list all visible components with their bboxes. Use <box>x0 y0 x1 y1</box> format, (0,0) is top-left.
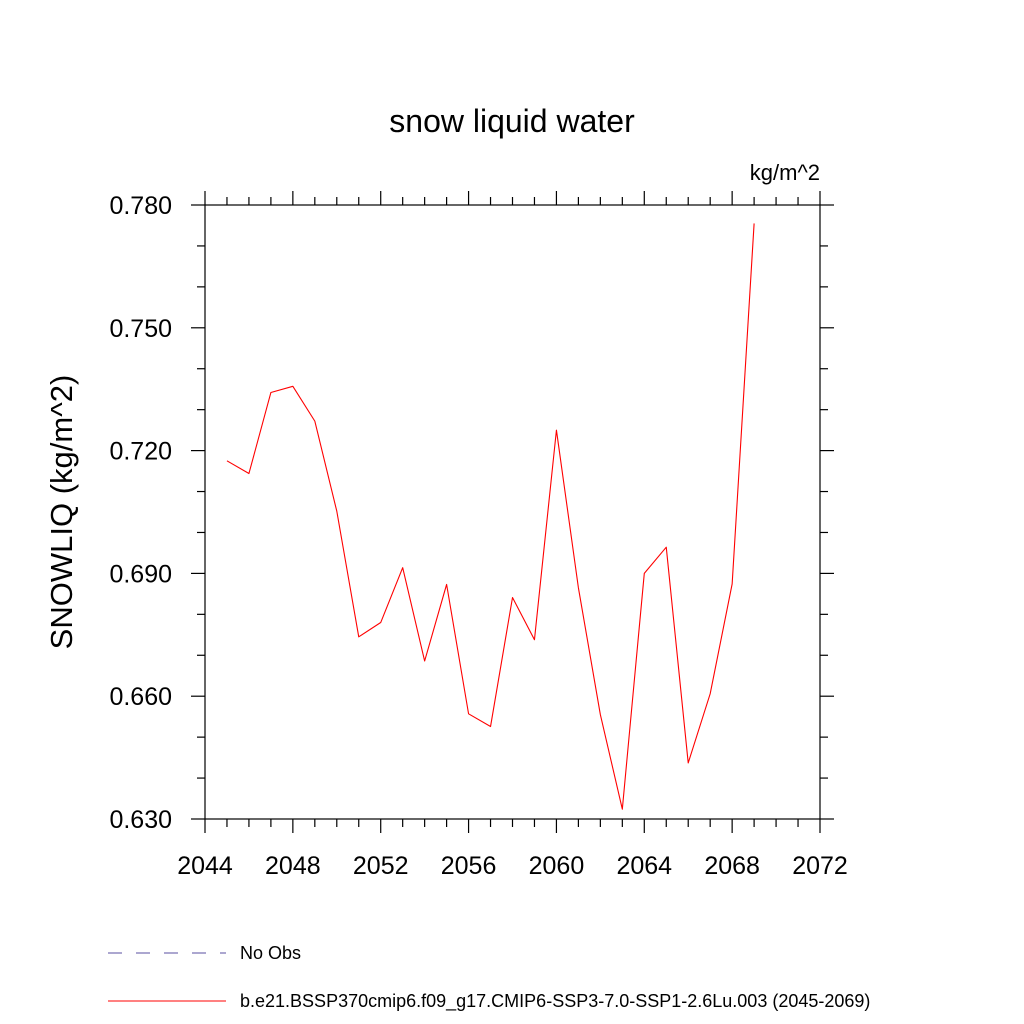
x-axis-ticks <box>204 191 821 833</box>
x-tick-label: 2048 <box>265 852 321 880</box>
y-tick-label: 0.720 <box>109 438 172 466</box>
y-axis-label: SNOWLIQ (kg/m^2) <box>44 375 79 650</box>
series-layer <box>226 223 755 810</box>
chart-title: snow liquid water <box>389 103 635 139</box>
x-tick-label: 2060 <box>529 852 585 880</box>
y-tick-label: 0.690 <box>109 560 172 588</box>
x-tick-label: 2064 <box>616 852 672 880</box>
plot-frame <box>204 204 821 820</box>
y-axis-ticks <box>191 204 834 820</box>
legend: No Obs b.e21.BSSP370cmip6.f09_g17.CMIP6-… <box>108 943 870 1012</box>
y-tick-label: 0.750 <box>109 315 172 343</box>
series-line <box>226 223 755 810</box>
legend-label-no-obs: No Obs <box>240 943 301 963</box>
y-tick-label: 0.630 <box>109 806 172 834</box>
x-tick-label: 2072 <box>792 852 848 880</box>
legend-label-model: b.e21.BSSP370cmip6.f09_g17.CMIP6-SSP3-7.… <box>240 991 870 1012</box>
y-axis-tick-labels: 0.630 0.660 0.690 0.720 0.750 0.780 <box>109 192 172 834</box>
x-tick-label: 2068 <box>704 852 760 880</box>
x-tick-label: 2052 <box>353 852 409 880</box>
y-tick-label: 0.780 <box>109 192 172 220</box>
y-tick-label: 0.660 <box>109 683 172 711</box>
x-tick-label: 2056 <box>441 852 497 880</box>
x-axis-tick-labels: 2044 2048 2052 2056 2060 2064 2068 2072 <box>177 852 848 880</box>
x-tick-label: 2044 <box>177 852 233 880</box>
units-label: kg/m^2 <box>750 160 820 185</box>
